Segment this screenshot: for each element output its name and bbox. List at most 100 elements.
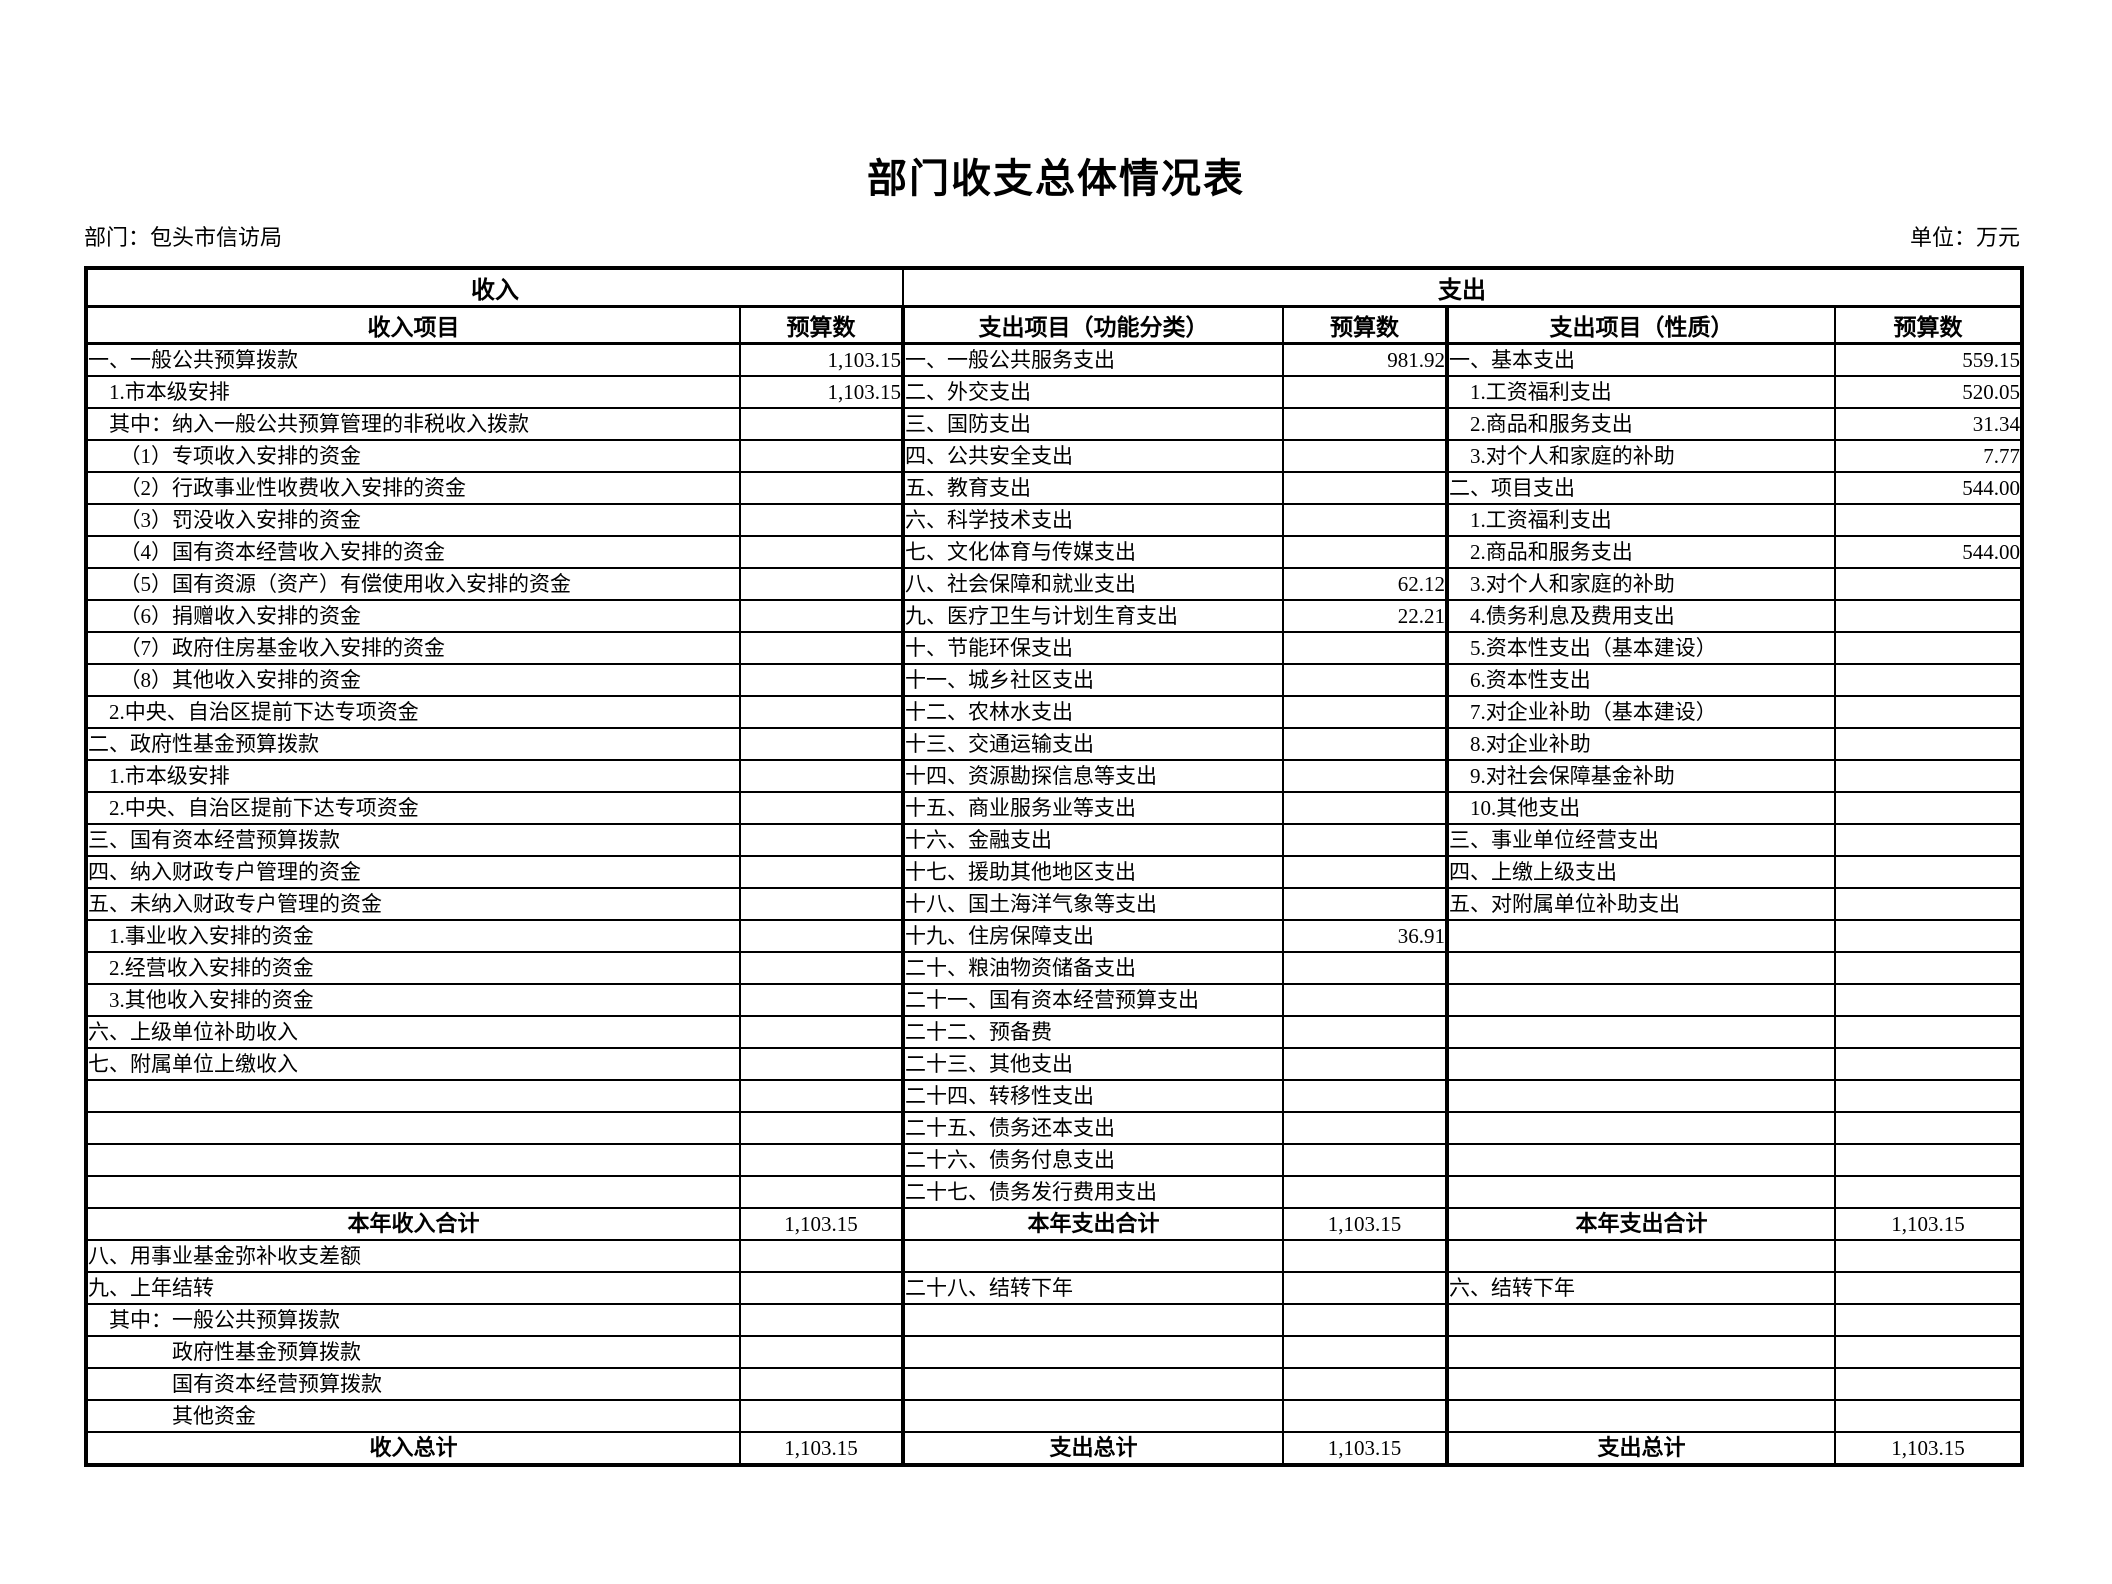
item-cell: 二十五、债务还本支出 bbox=[902, 1111, 1284, 1145]
item-cell bbox=[1446, 951, 1836, 985]
column-header-expenditure-function-budget: 预算数 bbox=[1282, 305, 1449, 345]
item-cell bbox=[902, 1239, 1284, 1273]
value-cell: 559.15 bbox=[1834, 342, 2023, 377]
item-cell: 8.对企业补助 bbox=[1446, 727, 1836, 761]
value-cell bbox=[1834, 1271, 2023, 1305]
item-cell bbox=[85, 1175, 741, 1209]
item-cell bbox=[1446, 1111, 1836, 1145]
value-cell bbox=[739, 407, 905, 441]
item-cell: 三、国防支出 bbox=[902, 407, 1284, 441]
item-cell bbox=[1446, 1335, 1836, 1369]
item-cell: （5）国有资源（资产）有偿使用收入安排的资金 bbox=[85, 567, 741, 601]
item-cell: 六、科学技术支出 bbox=[902, 503, 1284, 537]
item-cell bbox=[1446, 1175, 1836, 1209]
table-row: （8）其他收入安排的资金 十一、城乡社区支出 6.资本性支出 bbox=[85, 663, 2023, 697]
value-cell bbox=[1834, 567, 2023, 601]
table-row: 二十七、债务发行费用支出 bbox=[85, 1175, 2023, 1209]
item-cell: 3.对个人和家庭的补助 bbox=[1446, 439, 1836, 473]
value-cell bbox=[1282, 1335, 1449, 1369]
item-cell: 七、附属单位上缴收入 bbox=[85, 1047, 741, 1081]
item-cell: 十九、住房保障支出 bbox=[902, 919, 1284, 953]
item-cell bbox=[1446, 1399, 1836, 1433]
item-cell: 政府性基金预算拨款 bbox=[85, 1335, 741, 1369]
total-row: 收入总计 1,103.15 支出总计 1,103.15 支出总计 1,103.15 bbox=[85, 1431, 2023, 1466]
table-row: 四、纳入财政专户管理的资金 十七、援助其他地区支出 四、上缴上级支出 bbox=[85, 855, 2023, 889]
item-cell: 五、教育支出 bbox=[902, 471, 1284, 505]
item-cell bbox=[1446, 1239, 1836, 1273]
value-cell bbox=[739, 983, 905, 1017]
value-cell bbox=[1834, 1239, 2023, 1273]
table-row: 1.事业收入安排的资金 十九、住房保障支出 36.91 bbox=[85, 919, 2023, 953]
item-cell: 6.资本性支出 bbox=[1446, 663, 1836, 697]
value-cell bbox=[739, 1239, 905, 1273]
item-cell bbox=[1446, 1015, 1836, 1049]
item-cell: 1.工资福利支出 bbox=[1446, 375, 1836, 409]
item-cell: 二、外交支出 bbox=[902, 375, 1284, 409]
table-row: （6）捐赠收入安排的资金 九、医疗卫生与计划生育支出 22.21 4.债务利息及费用… bbox=[85, 599, 2023, 633]
table-row: 二十六、债务付息支出 bbox=[85, 1143, 2023, 1177]
value-cell: 544.00 bbox=[1834, 471, 2023, 505]
item-cell bbox=[1446, 919, 1836, 953]
value-cell bbox=[1282, 791, 1449, 825]
table-row: 二、政府性基金预算拨款 十三、交通运输支出 8.对企业补助 bbox=[85, 727, 2023, 761]
value-cell: 1,103.15 bbox=[1282, 1431, 1449, 1466]
item-cell: 十二、农林水支出 bbox=[902, 695, 1284, 729]
value-cell bbox=[1834, 599, 2023, 633]
value-cell bbox=[1282, 823, 1449, 857]
item-cell: 十三、交通运输支出 bbox=[902, 727, 1284, 761]
item-cell: 四、上缴上级支出 bbox=[1446, 855, 1836, 889]
item-cell: 十一、城乡社区支出 bbox=[902, 663, 1284, 697]
department-label: 部门：包头市信访局 bbox=[84, 225, 283, 250]
table-row: 2.经营收入安排的资金 二十、粮油物资储备支出 bbox=[85, 951, 2023, 985]
table-row: 3.其他收入安排的资金 二十一、国有资本经营预算支出 bbox=[85, 983, 2023, 1017]
table-row: （4）国有资本经营收入安排的资金 七、文化体育与传媒支出 2.商品和服务支出 544… bbox=[85, 535, 2023, 569]
item-cell: 本年收入合计 bbox=[85, 1207, 741, 1241]
value-cell bbox=[1282, 407, 1449, 441]
item-cell: （6）捐赠收入安排的资金 bbox=[85, 599, 741, 633]
item-cell: 4.债务利息及费用支出 bbox=[1446, 599, 1836, 633]
value-cell bbox=[739, 919, 905, 953]
value-cell bbox=[1834, 1111, 2023, 1145]
value-cell bbox=[1834, 695, 2023, 729]
value-cell bbox=[1834, 983, 2023, 1017]
value-cell bbox=[1834, 1047, 2023, 1081]
value-cell: 22.21 bbox=[1282, 599, 1449, 633]
column-header-row: 收入项目 预算数 支出项目（功能分类） 预算数 支出项目（性质） 预算数 bbox=[85, 305, 2023, 345]
value-cell bbox=[1834, 1335, 2023, 1369]
value-cell bbox=[1834, 1303, 2023, 1337]
item-cell bbox=[1446, 1303, 1836, 1337]
item-cell: 六、结转下年 bbox=[1446, 1271, 1836, 1305]
value-cell bbox=[1834, 1143, 2023, 1177]
column-header-expenditure-nature-budget: 预算数 bbox=[1834, 305, 2023, 345]
value-cell bbox=[1282, 1015, 1449, 1049]
item-cell: 一、一般公共预算拨款 bbox=[85, 342, 741, 377]
item-cell: 2.中央、自治区提前下达专项资金 bbox=[85, 791, 741, 825]
item-cell: 10.其他支出 bbox=[1446, 791, 1836, 825]
item-cell: 八、用事业基金弥补收支差额 bbox=[85, 1239, 741, 1273]
item-cell bbox=[85, 1143, 741, 1177]
value-cell bbox=[739, 439, 905, 473]
item-cell: 五、对附属单位补助支出 bbox=[1446, 887, 1836, 921]
value-cell bbox=[1282, 727, 1449, 761]
value-cell bbox=[1282, 983, 1449, 1017]
item-cell bbox=[85, 1079, 741, 1113]
item-cell: 2.中央、自治区提前下达专项资金 bbox=[85, 695, 741, 729]
meta-row: 部门：包头市信访局 单位：万元 bbox=[84, 220, 2020, 252]
item-cell: 二十四、转移性支出 bbox=[902, 1079, 1284, 1113]
item-cell: 十、节能环保支出 bbox=[902, 631, 1284, 665]
item-cell: 1.事业收入安排的资金 bbox=[85, 919, 741, 953]
value-cell: 1,103.15 bbox=[1282, 1207, 1449, 1241]
value-cell bbox=[1834, 1175, 2023, 1209]
value-cell bbox=[1834, 631, 2023, 665]
value-cell bbox=[1282, 1303, 1449, 1337]
column-header-income-budget: 预算数 bbox=[739, 305, 905, 345]
item-cell: 四、纳入财政专户管理的资金 bbox=[85, 855, 741, 889]
value-cell bbox=[1282, 855, 1449, 889]
value-cell bbox=[1282, 759, 1449, 793]
item-cell: 二、政府性基金预算拨款 bbox=[85, 727, 741, 761]
value-cell bbox=[1282, 1175, 1449, 1209]
value-cell bbox=[1282, 887, 1449, 921]
table-row: 1.市本级安排 十四、资源勘探信息等支出 9.对社会保障基金补助 bbox=[85, 759, 2023, 793]
value-cell bbox=[739, 599, 905, 633]
